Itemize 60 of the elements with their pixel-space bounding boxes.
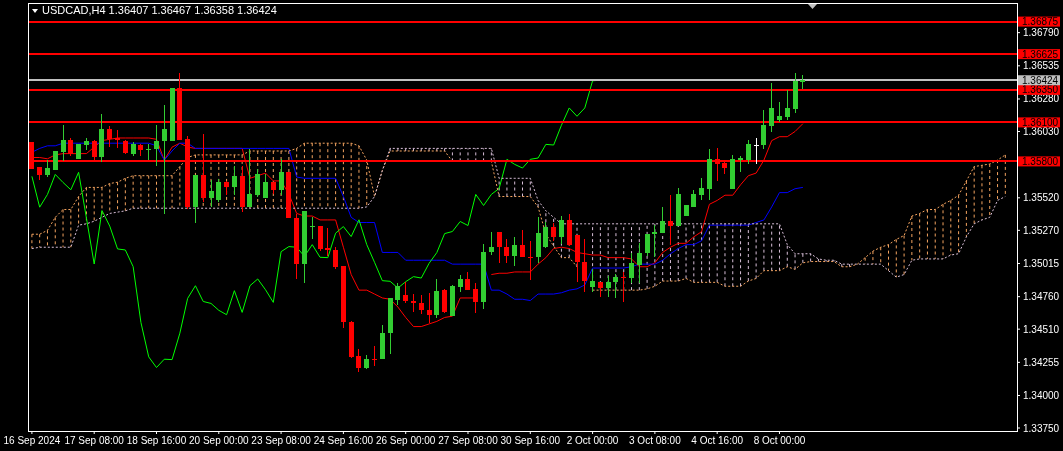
candlestick: [761, 109, 767, 150]
x-tick-label: 16 Sep 2024: [3, 435, 61, 446]
x-tick-label: 2 Oct 00:00: [566, 435, 619, 446]
candlestick: [473, 282, 479, 314]
candlestick: [699, 177, 705, 201]
candlestick: [504, 238, 510, 264]
y-tick-label: 1.34000: [1023, 390, 1060, 401]
y-tick-label: 1.34510: [1023, 323, 1060, 335]
candlestick: [372, 345, 378, 367]
y-tick-label: 1.36535: [1023, 60, 1060, 72]
ref-line-label: 1.36875: [1022, 16, 1059, 28]
x-tick-label: 27 Sep 08:00: [438, 435, 499, 446]
x-tick-label: 4 Oct 16:00: [691, 435, 744, 446]
ref-line-label: 1.36350: [1022, 84, 1059, 96]
y-tick-label: 1.34760: [1023, 291, 1060, 303]
ref-line-label: 1.36424: [1022, 74, 1059, 86]
chart-title: USDCAD,H4 1.36407 1.36467 1.36358 1.36424: [42, 4, 277, 16]
candlestick: [496, 231, 502, 264]
candlestick: [60, 124, 66, 162]
candlestick: [776, 101, 782, 123]
x-tick-label: 30 Sep 16:00: [500, 435, 561, 446]
y-tick-label: 1.36790: [1023, 27, 1060, 39]
y-tick-label: 1.35015: [1023, 257, 1060, 269]
candlestick: [753, 137, 759, 165]
candlestick: [395, 282, 401, 306]
candlestick: [527, 240, 533, 281]
candlestick: [418, 294, 424, 315]
x-tick-label: 17 Sep 08:00: [64, 435, 125, 446]
x-tick-label: 8 Oct 00:00: [753, 435, 806, 446]
x-tick-label: 24 Sep 16:00: [313, 435, 374, 446]
x-tick-label: 18 Sep 16:00: [126, 435, 187, 446]
y-tick-label: 1.35520: [1023, 192, 1060, 204]
candlestick: [520, 229, 525, 258]
candlestick: [309, 216, 315, 240]
y-tick-label: 1.33750: [1023, 422, 1060, 434]
candlestick: [68, 137, 74, 157]
ref-line-label: 1.35800: [1022, 155, 1059, 167]
candlestick: [512, 236, 518, 267]
candlestick: [333, 246, 339, 270]
ref-line-label: 1.36625: [1022, 48, 1059, 60]
x-tick-label: 20 Sep 00:00: [189, 435, 249, 446]
y-tick-label: 1.35270: [1023, 224, 1060, 236]
x-tick-label: 26 Sep 00:00: [375, 435, 436, 446]
y-tick-label: 1.34255: [1023, 356, 1060, 368]
candlestick: [426, 292, 432, 324]
y-tick-label: 1.36280: [1023, 93, 1060, 105]
x-tick-label: 3 Oct 08:00: [629, 435, 682, 446]
candlestick: [442, 288, 448, 314]
candlestick: [582, 238, 588, 293]
candlestick: [325, 227, 331, 257]
candlestick: [784, 89, 790, 121]
candlestick: [769, 82, 775, 133]
x-tick-label: 23 Sep 08:00: [251, 435, 312, 446]
candlestick: [317, 225, 323, 252]
line-series: [31, 142, 804, 302]
candlestick: [356, 348, 362, 373]
candlestick: [745, 139, 751, 165]
candlestick: [153, 124, 159, 167]
y-tick-label: 1.36030: [1023, 125, 1060, 137]
ref-line-label: 1.36100: [1022, 116, 1059, 128]
